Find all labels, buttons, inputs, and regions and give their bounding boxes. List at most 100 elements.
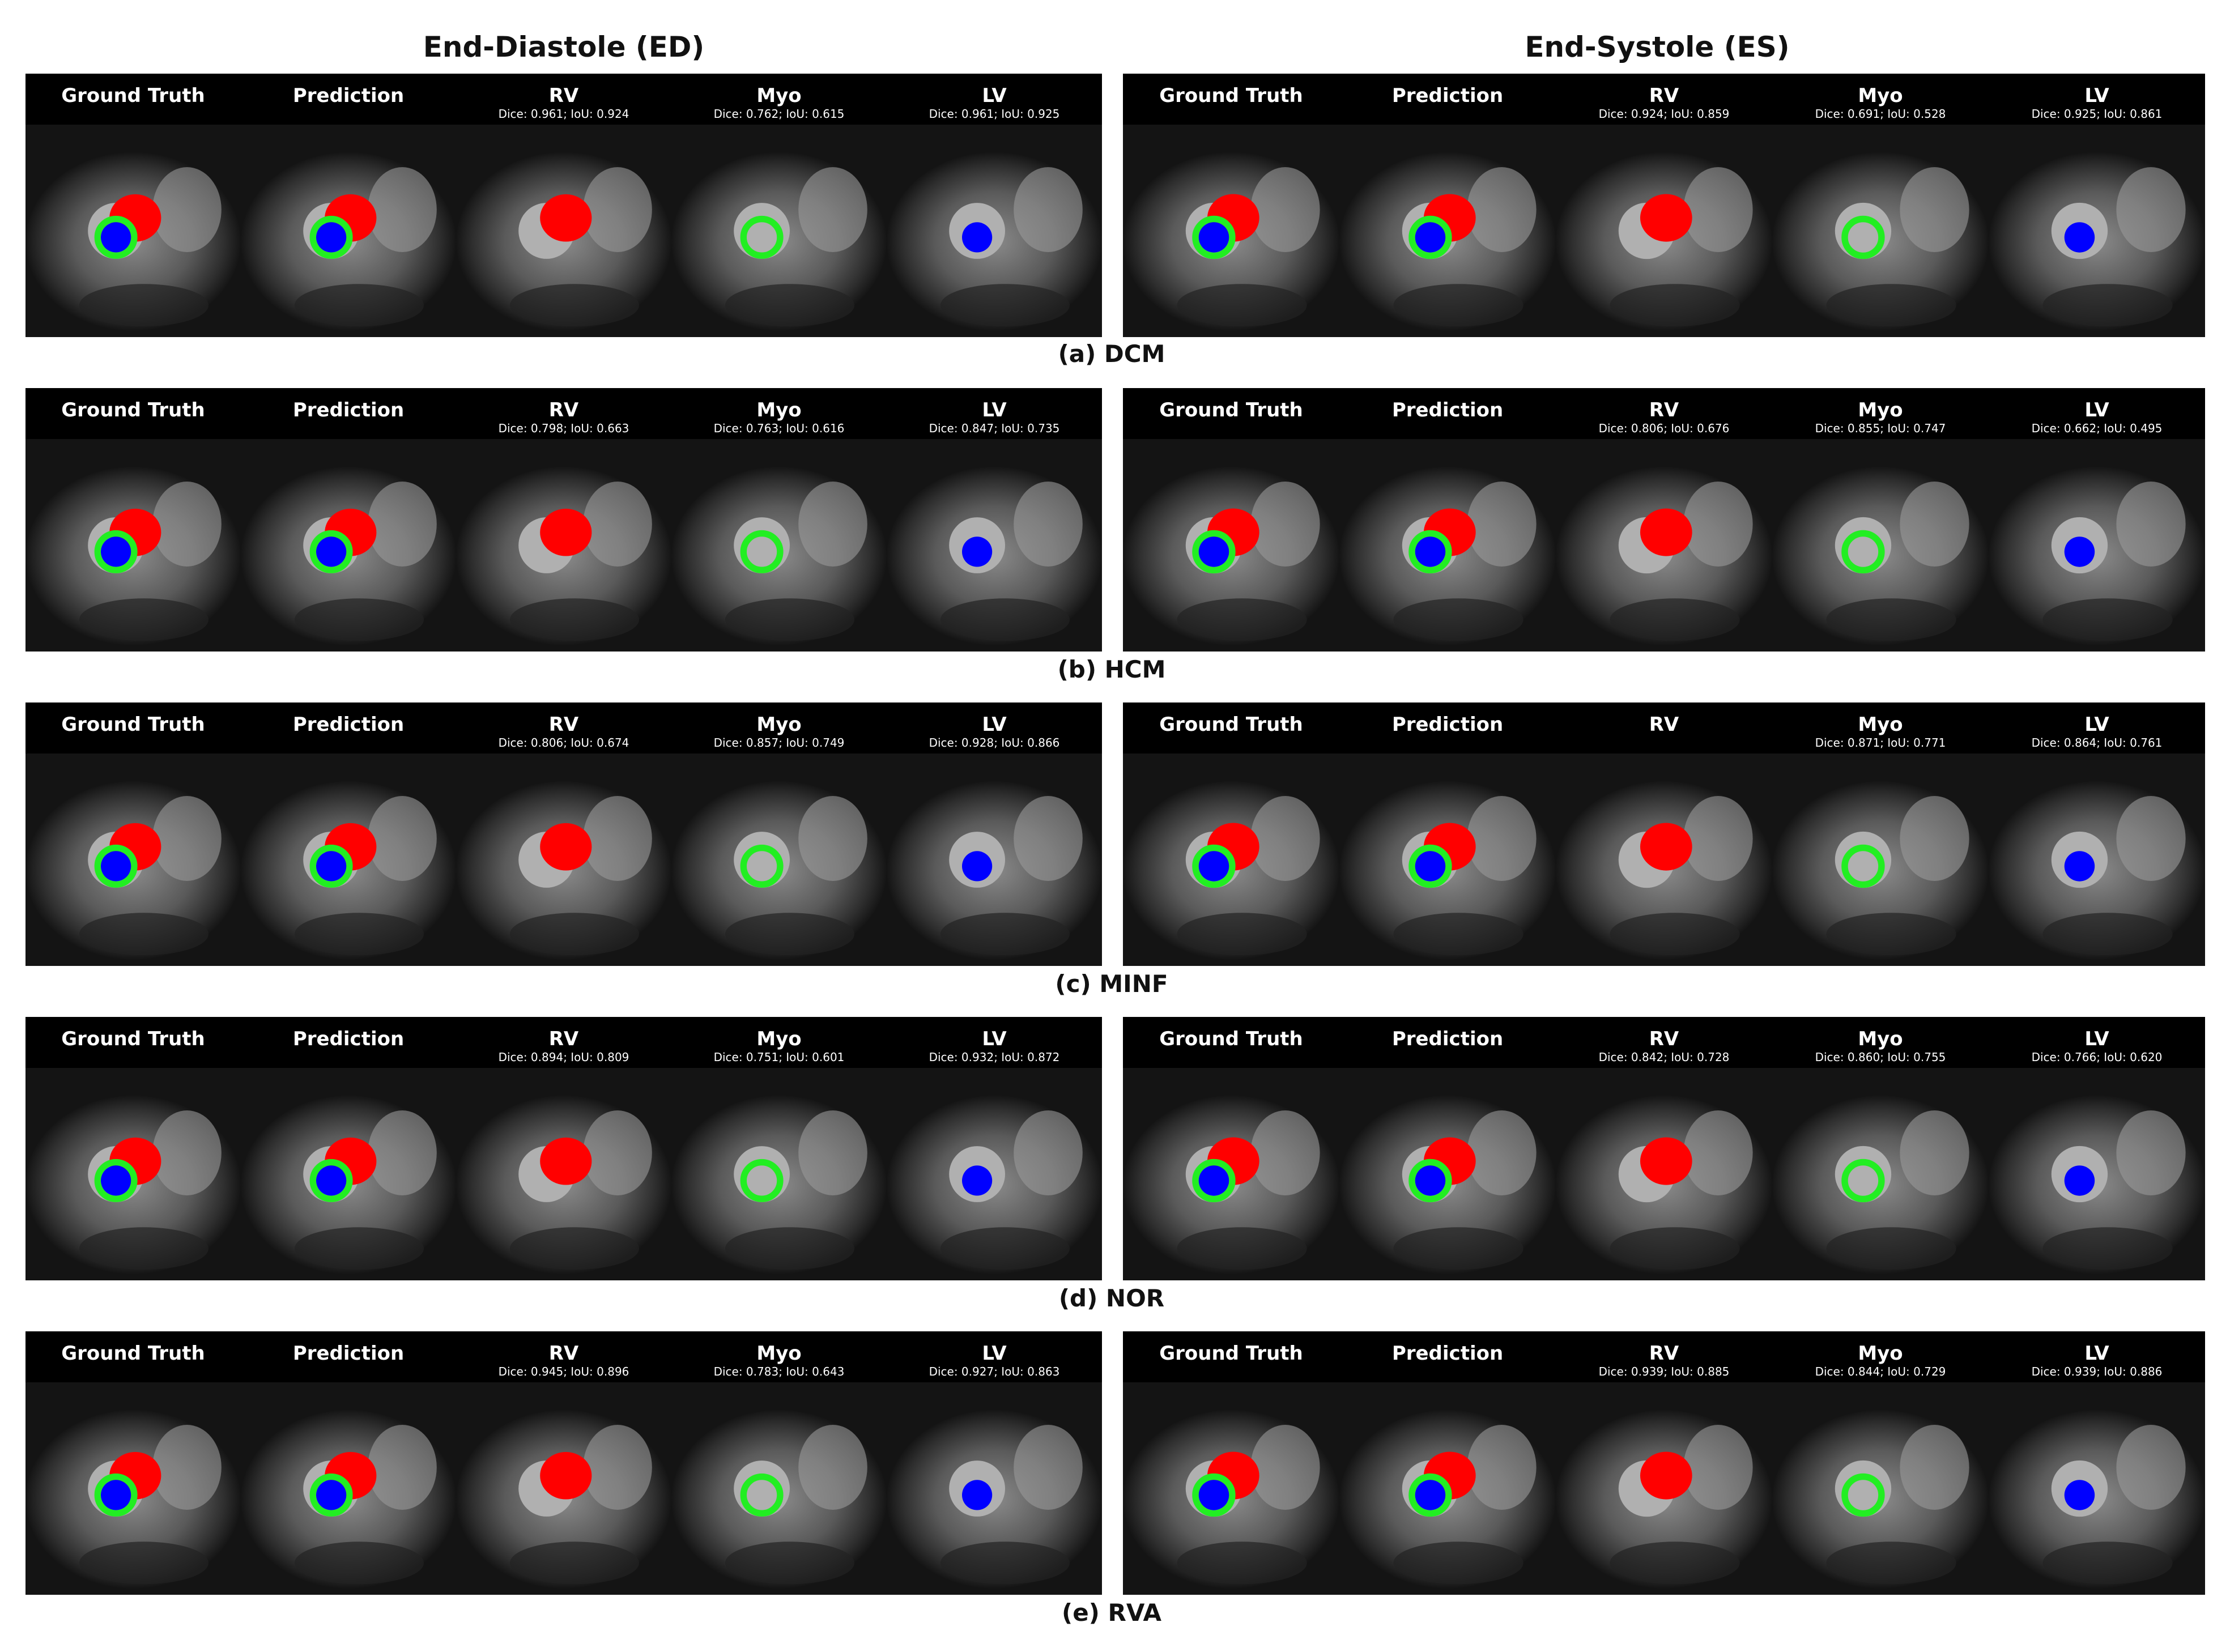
mri-organ — [152, 167, 222, 252]
myo-mask — [94, 844, 138, 888]
tile-title: Ground Truth — [1159, 713, 1303, 736]
tile — [1123, 125, 1339, 337]
mri-dark — [725, 1542, 854, 1585]
tile-metrics: Dice: 0.945; IoU: 0.896 — [499, 1365, 629, 1378]
myo-mask — [94, 215, 138, 259]
tile-title: Prediction — [293, 84, 404, 107]
mri-dark — [79, 1227, 208, 1270]
lv-mask — [2064, 537, 2095, 567]
myo-mask — [1408, 1159, 1452, 1203]
tile — [25, 439, 241, 652]
lv-mask — [1198, 1480, 1229, 1510]
tile — [241, 1382, 456, 1595]
tile-metrics: Dice: 0.961; IoU: 0.925 — [929, 107, 1060, 121]
mri-dark — [2042, 284, 2173, 327]
mri-organ — [1014, 1425, 1083, 1510]
myo-mask — [1841, 1473, 1885, 1517]
myo-mask — [309, 530, 353, 573]
tile-title: LV — [982, 399, 1007, 421]
lv-mask — [101, 1480, 131, 1510]
tile-metrics: Dice: 0.860; IoU: 0.755 — [1815, 1050, 1946, 1064]
tile-metrics: Dice: 0.847; IoU: 0.735 — [929, 421, 1060, 435]
tile-metrics: Dice: 0.763; IoU: 0.616 — [714, 421, 845, 435]
mri-dark — [1177, 1542, 1307, 1585]
row-label: (c) MINF — [1055, 970, 1168, 998]
tile-metrics: Dice: 0.844; IoU: 0.729 — [1815, 1365, 1946, 1378]
mri-dark — [1177, 913, 1307, 956]
mri-dark — [510, 913, 639, 956]
tile-title: Myo — [1858, 1342, 1903, 1365]
mri-dark — [510, 598, 639, 641]
mri-organ — [152, 1425, 222, 1510]
mri-dark — [79, 598, 208, 641]
rv-mask — [540, 1451, 592, 1500]
rv-mask — [540, 823, 592, 871]
mri-organ — [798, 796, 867, 881]
lv-mask — [1415, 1480, 1446, 1510]
lv-mask — [2064, 851, 2095, 882]
mri-organ — [1014, 796, 1083, 881]
mri-organ — [368, 1425, 437, 1510]
mri-organ — [1683, 482, 1753, 567]
tile — [1772, 1068, 1989, 1280]
tile — [1556, 439, 1772, 652]
tile-title: Myo — [1858, 399, 1903, 421]
tile-title: Myo — [1858, 84, 1903, 107]
tile-metrics: Dice: 0.783; IoU: 0.643 — [714, 1365, 845, 1378]
tile — [887, 439, 1102, 652]
tile — [671, 753, 887, 966]
tile-metrics: Dice: 0.894; IoU: 0.809 — [499, 1050, 629, 1064]
mri-organ — [1900, 1425, 1969, 1510]
myo-mask — [309, 1473, 353, 1517]
mri-organ — [1683, 796, 1753, 881]
tile-title: RV — [1649, 1028, 1679, 1050]
mri-dark — [510, 1542, 639, 1585]
mri-organ — [1900, 796, 1969, 881]
mri-organ — [1250, 1425, 1320, 1510]
tile-title: Prediction — [293, 399, 404, 421]
tile-metrics: Dice: 0.927; IoU: 0.863 — [929, 1365, 1060, 1378]
mri-organ — [583, 1110, 652, 1195]
tile-title: Ground Truth — [1159, 84, 1303, 107]
mri-organ — [1014, 482, 1083, 567]
tile-title: RV — [549, 1342, 579, 1365]
tile — [887, 1382, 1102, 1595]
myo-mask — [1192, 530, 1236, 574]
mri-dark — [1826, 1227, 1956, 1270]
mri-dark — [1177, 1227, 1307, 1270]
mri-dark — [510, 1227, 639, 1270]
tile — [671, 1382, 887, 1595]
lv-mask — [962, 1480, 993, 1510]
mri-dark — [79, 1542, 208, 1585]
lv-mask — [1415, 222, 1446, 253]
tile — [241, 753, 456, 966]
tile-title: Prediction — [1392, 399, 1503, 421]
myo-mask — [1841, 215, 1885, 259]
mri-organ — [1683, 167, 1753, 252]
row-label: (d) NOR — [1059, 1284, 1164, 1312]
mri-dark — [1177, 598, 1307, 641]
mri-organ — [368, 482, 437, 567]
mri-dark — [725, 913, 854, 956]
mri-organ — [583, 167, 652, 252]
tile-title: Prediction — [1392, 84, 1503, 107]
tile — [25, 125, 241, 337]
lv-mask — [962, 1165, 993, 1196]
mri-dark — [940, 1542, 1070, 1585]
lv-mask — [962, 851, 993, 882]
mri-organ — [798, 1110, 867, 1195]
tile-metrics: Dice: 0.924; IoU: 0.859 — [1599, 107, 1730, 121]
tile-title: LV — [2084, 399, 2109, 421]
es-title: End-Systole (ES) — [1525, 31, 1789, 63]
tile — [1339, 753, 1556, 966]
tile-metrics: Dice: 0.939; IoU: 0.886 — [2032, 1365, 2163, 1378]
tile-title: Prediction — [1392, 713, 1503, 736]
mri-organ — [583, 796, 652, 881]
myo-mask — [1192, 844, 1236, 888]
lv-mask — [2064, 1165, 2095, 1196]
myo-mask — [1841, 530, 1885, 574]
tile-title: RV — [549, 1028, 579, 1050]
mri-dark — [295, 1227, 424, 1270]
mri-organ — [2116, 796, 2186, 881]
